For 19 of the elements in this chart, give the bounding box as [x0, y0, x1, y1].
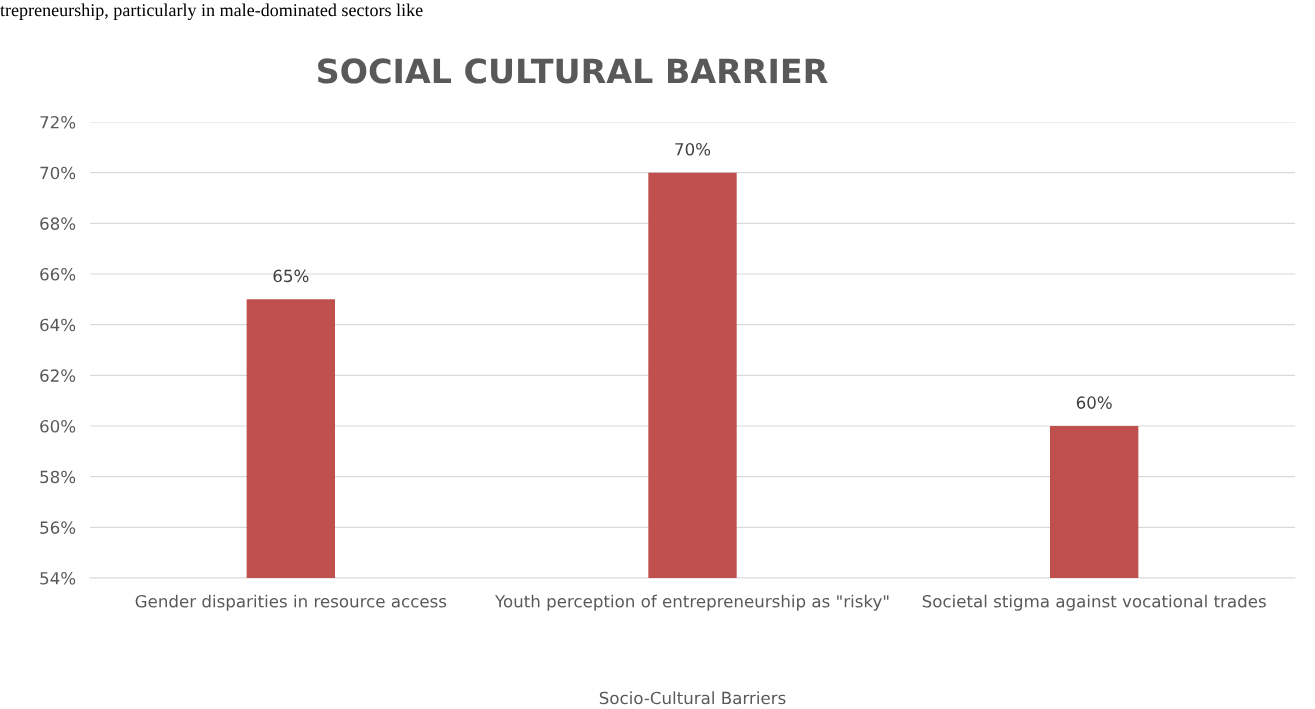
- y-tick-label: 70%: [40, 166, 76, 180]
- y-tick-label: 62%: [40, 369, 76, 382]
- y-tick-label: 60%: [40, 419, 76, 433]
- chart-title: SOCIAL CULTURAL BARRIER: [318, 58, 828, 84]
- y-tick-label: 72%: [40, 115, 76, 129]
- x-axis-title: Socio-Cultural Barriers: [599, 691, 786, 705]
- y-tick-label: 58%: [40, 470, 76, 484]
- data-label: 60%: [1076, 396, 1112, 409]
- x-tick-label: Gender disparities in resource access: [135, 594, 447, 611]
- y-tick-label: 68%: [40, 217, 76, 230]
- y-tick-label: 56%: [40, 521, 76, 534]
- y-tick-label: 66%: [40, 267, 76, 281]
- x-tick-label: Societal stigma against vocational trades: [922, 594, 1266, 611]
- data-label: 65%: [273, 269, 309, 283]
- x-tick-label: Youth perception of entrepreneurship as "risky": [494, 594, 889, 611]
- y-tick-label: 54%: [40, 571, 76, 585]
- text: trepreneurship, particularly in male-dominated sectors like: [0, 3, 423, 20]
- y-tick-label: 64%: [40, 318, 76, 332]
- data-label: 70%: [675, 142, 711, 156]
